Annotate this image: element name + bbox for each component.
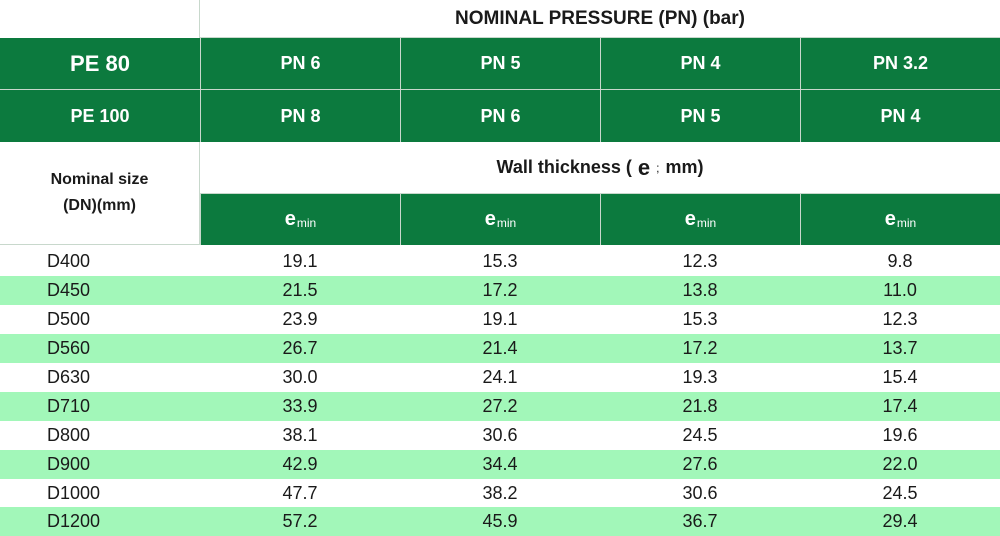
value-cell: 15.3 (482, 251, 518, 271)
value-cell: 15.3 (682, 309, 718, 329)
dn-cell: D500 (47, 309, 91, 329)
emin-cell-1: e min (200, 194, 400, 245)
nominal-pressure-title: NOMINAL PRESSURE (PN) (bar) (200, 0, 1000, 38)
pe80-row: PE 80 PN 6 PN 5 PN 4 PN 3.2 (0, 38, 1000, 90)
value-cell: 30.0 (282, 367, 318, 387)
emin-cell-4: e min (800, 194, 1000, 245)
value-cell: 19.3 (682, 367, 718, 387)
emin-sub: min (696, 215, 717, 230)
value-cell: 34.4 (482, 454, 518, 474)
nominal-size-line1: Nominal size (50, 171, 149, 188)
wall-thickness-header: Wall thickness ( e ; mm) (200, 142, 1000, 194)
value-cell: 9.8 (887, 251, 913, 271)
value-cell: 33.9 (282, 396, 318, 416)
dn-cell: D400 (47, 251, 91, 271)
wall-thickness-e: e (637, 154, 651, 180)
value-cell: 15.4 (882, 367, 918, 387)
pe100-pn-1: PN 8 (200, 90, 400, 142)
table-row: D630 30.0 24.1 19.3 15.4 (0, 363, 1000, 392)
dn-cell: D630 (47, 367, 91, 387)
emin-sub: min (296, 215, 317, 230)
value-cell: 27.6 (682, 454, 718, 474)
emin-sub: min (896, 215, 917, 230)
table-row: D710 33.9 27.2 21.8 17.4 (0, 392, 1000, 421)
value-cell: 12.3 (882, 309, 918, 329)
value-cell: 36.7 (682, 511, 718, 531)
table-row: D560 26.7 21.4 17.2 13.7 (0, 334, 1000, 363)
pe100-pn-2: PN 6 (400, 90, 600, 142)
table-row: D1200 57.2 45.9 36.7 29.4 (0, 507, 1000, 536)
value-cell: 30.6 (482, 425, 518, 445)
value-cell: 21.8 (682, 396, 718, 416)
value-cell: 47.7 (282, 483, 318, 503)
dn-cell: D1000 (47, 483, 101, 503)
pe80-pn-3: PN 4 (600, 38, 800, 90)
table-row: D500 23.9 19.1 15.3 12.3 (0, 305, 1000, 334)
table-row: D450 21.5 17.2 13.8 11.0 (0, 276, 1000, 305)
dn-cell: D560 (47, 338, 91, 358)
value-cell: 19.1 (482, 309, 518, 329)
value-cell: 17.2 (682, 338, 718, 358)
value-cell: 26.7 (282, 338, 318, 358)
value-cell: 11.0 (883, 280, 917, 300)
pe100-label: PE 100 (70, 105, 130, 126)
value-cell: 19.6 (882, 425, 918, 445)
emin-cell-2: e min (400, 194, 600, 245)
pe100-pn-3: PN 5 (600, 90, 800, 142)
dn-cell: D450 (47, 280, 91, 300)
value-cell: 13.8 (682, 280, 718, 300)
value-cell: 38.2 (482, 483, 518, 503)
emin-e: e (684, 208, 696, 230)
dn-cell: D900 (47, 454, 91, 474)
table-row: D1000 47.7 38.2 30.6 24.5 (0, 479, 1000, 508)
value-cell: 17.2 (482, 280, 518, 300)
pe80-pn-4: PN 3.2 (800, 38, 1000, 90)
emin-e: e (284, 208, 296, 230)
emin-row: e min e min e min e min (200, 194, 1000, 245)
value-cell: 24.5 (882, 483, 918, 503)
nominal-size-header: Nominal size (DN)(mm) (0, 142, 200, 245)
emin-e: e (884, 208, 896, 230)
nominal-size-line2: (DN)(mm) (63, 197, 136, 214)
table-row: D900 42.9 34.4 27.6 22.0 (0, 450, 1000, 479)
emin-cell-3: e min (600, 194, 800, 245)
pe80-pn-1: PN 6 (200, 38, 400, 90)
value-cell: 45.9 (482, 511, 518, 531)
value-cell: 21.4 (482, 338, 518, 358)
emin-e: e (484, 208, 496, 230)
corner-cell (0, 0, 200, 38)
wall-thickness-suffix: mm) (665, 157, 704, 177)
value-cell: 24.1 (482, 367, 518, 387)
value-cell: 19.1 (282, 251, 318, 271)
emin-sub: min (496, 215, 517, 230)
title-row: NOMINAL PRESSURE (PN) (bar) (0, 0, 1000, 38)
wall-thickness-prefix: Wall thickness ( (496, 157, 632, 177)
value-cell: 27.2 (482, 396, 518, 416)
value-cell: 57.2 (282, 511, 318, 531)
pe80-label: PE 80 (0, 38, 200, 90)
dn-cell: D710 (47, 396, 91, 416)
dn-cell: D1200 (47, 511, 101, 531)
dn-cell: D800 (47, 425, 91, 445)
value-cell: 30.6 (682, 483, 718, 503)
pe100-row: PE 100 PN 8 PN 6 PN 5 PN 4 (0, 90, 1000, 142)
value-cell: 24.5 (682, 425, 718, 445)
value-cell: 17.4 (882, 396, 918, 416)
table-row: D800 38.1 30.6 24.5 19.6 (0, 421, 1000, 450)
value-cell: 21.5 (282, 280, 318, 300)
pe100-pn-4: PN 4 (800, 90, 1000, 142)
value-cell: 29.4 (882, 511, 918, 531)
value-cell: 22.0 (882, 454, 918, 474)
pe80-pn-2: PN 5 (400, 38, 600, 90)
value-cell: 13.7 (882, 338, 918, 358)
value-cell: 23.9 (282, 309, 318, 329)
wall-thickness-semicolon: ; (656, 160, 660, 175)
value-cell: 12.3 (682, 251, 718, 271)
value-cell: 38.1 (282, 425, 318, 445)
value-cell: 42.9 (282, 454, 318, 474)
table-row: D400 19.1 15.3 12.3 9.8 (0, 247, 1000, 276)
